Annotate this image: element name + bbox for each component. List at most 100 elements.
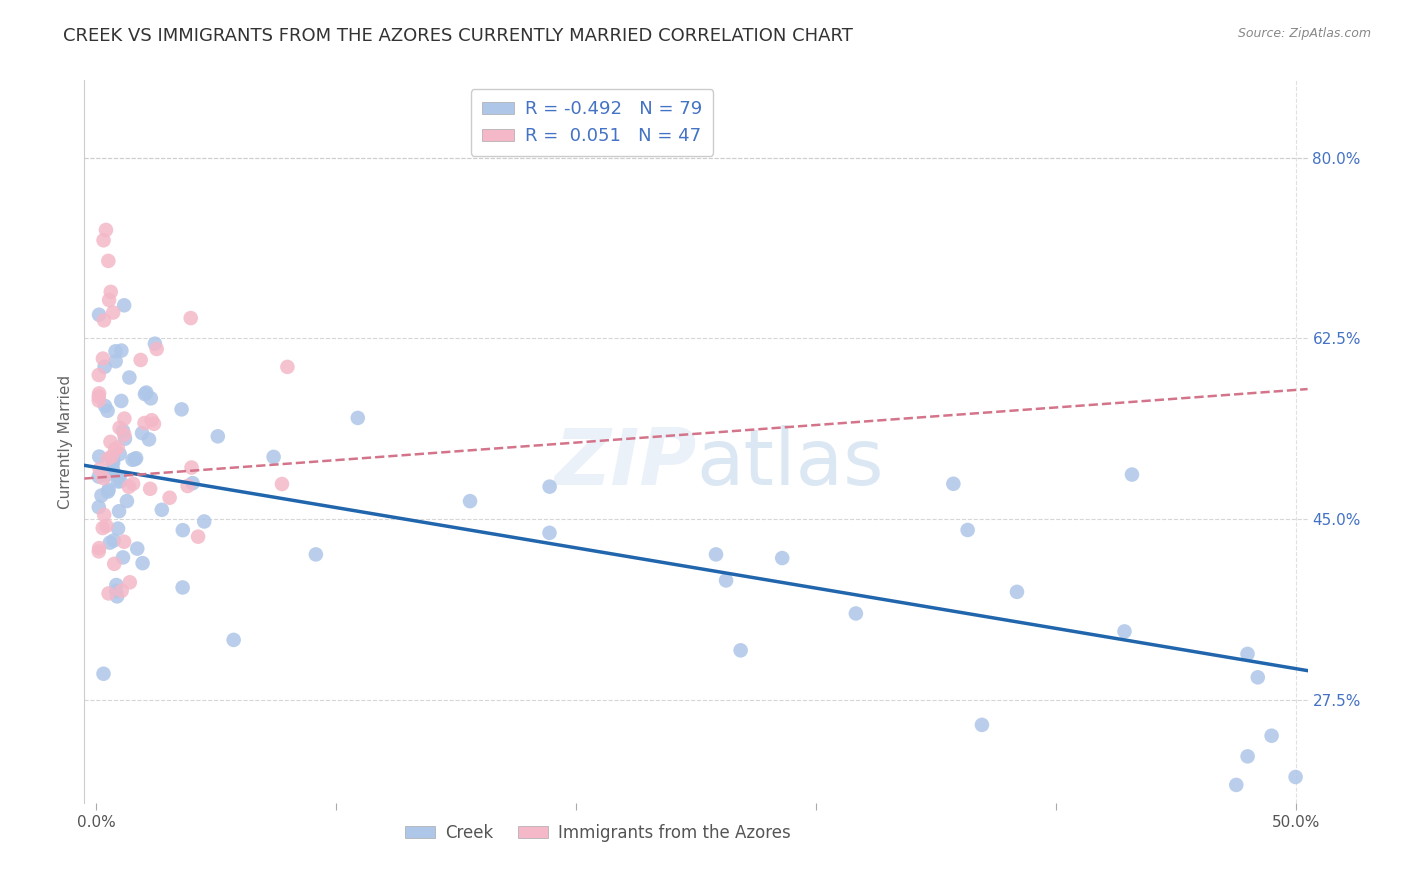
- Point: [93, 471, 115, 485]
- Point: [276, 359, 298, 374]
- Point: [93, 666, 115, 681]
- Point: [114, 432, 136, 446]
- Point: [93, 233, 115, 247]
- Point: [108, 447, 131, 461]
- Point: [187, 530, 209, 544]
- Point: [108, 421, 131, 435]
- Point: [97, 483, 120, 497]
- Point: [122, 476, 145, 491]
- Point: [207, 429, 229, 443]
- Point: [105, 578, 128, 592]
- Point: [87, 500, 110, 515]
- Point: [110, 343, 132, 358]
- Point: [138, 433, 160, 447]
- Point: [143, 336, 166, 351]
- Point: [131, 426, 153, 441]
- Point: [112, 534, 135, 549]
- Point: [538, 525, 561, 540]
- Point: [100, 450, 122, 464]
- Point: [1121, 467, 1143, 482]
- Point: [141, 413, 163, 427]
- Point: [98, 535, 121, 549]
- Point: [159, 491, 181, 505]
- Point: [89, 462, 111, 476]
- Point: [100, 434, 122, 449]
- Point: [111, 550, 134, 565]
- Point: [176, 479, 198, 493]
- Point: [704, 548, 727, 562]
- Point: [101, 462, 124, 476]
- Point: [111, 424, 134, 438]
- Point: [180, 460, 202, 475]
- Point: [271, 477, 294, 491]
- Text: ZIP: ZIP: [554, 425, 696, 501]
- Point: [100, 285, 122, 299]
- Point: [346, 411, 368, 425]
- Point: [714, 574, 737, 588]
- Point: [97, 451, 120, 466]
- Point: [110, 394, 132, 409]
- Point: [112, 298, 135, 312]
- Point: [110, 474, 132, 488]
- Point: [193, 515, 215, 529]
- Point: [93, 359, 115, 374]
- Point: [87, 544, 110, 558]
- Point: [770, 551, 793, 566]
- Point: [845, 607, 868, 621]
- Point: [118, 370, 141, 384]
- Text: CREEK VS IMMIGRANTS FROM THE AZORES CURRENTLY MARRIED CORRELATION CHART: CREEK VS IMMIGRANTS FROM THE AZORES CURR…: [63, 27, 853, 45]
- Point: [97, 586, 120, 600]
- Point: [94, 223, 117, 237]
- Point: [103, 533, 125, 548]
- Point: [1260, 729, 1282, 743]
- Point: [94, 399, 117, 413]
- Point: [87, 368, 110, 382]
- Point: [101, 456, 124, 470]
- Point: [150, 503, 173, 517]
- Point: [181, 476, 204, 491]
- Point: [87, 308, 110, 322]
- Point: [1114, 624, 1136, 639]
- Point: [87, 389, 110, 403]
- Point: [94, 468, 117, 483]
- Point: [101, 305, 124, 319]
- Text: atlas: atlas: [696, 425, 883, 501]
- Point: [942, 476, 965, 491]
- Point: [1236, 647, 1258, 661]
- Point: [125, 451, 148, 466]
- Point: [97, 484, 120, 499]
- Point: [970, 718, 993, 732]
- Point: [172, 523, 194, 537]
- Point: [142, 417, 165, 431]
- Point: [107, 522, 129, 536]
- Point: [134, 387, 156, 401]
- Point: [131, 556, 153, 570]
- Point: [305, 548, 328, 562]
- Point: [91, 521, 114, 535]
- Point: [1236, 749, 1258, 764]
- Point: [129, 353, 152, 368]
- Point: [263, 450, 285, 464]
- Point: [87, 469, 110, 483]
- Point: [101, 453, 124, 467]
- Point: [97, 404, 120, 418]
- Point: [93, 508, 115, 522]
- Point: [180, 311, 202, 326]
- Point: [93, 313, 115, 327]
- Point: [112, 427, 135, 442]
- Point: [124, 452, 146, 467]
- Point: [222, 632, 245, 647]
- Point: [115, 494, 138, 508]
- Point: [87, 393, 110, 408]
- Point: [538, 480, 561, 494]
- Point: [139, 482, 162, 496]
- Point: [134, 416, 156, 430]
- Point: [1284, 770, 1306, 784]
- Point: [97, 253, 120, 268]
- Point: [172, 581, 194, 595]
- Point: [107, 475, 129, 489]
- Point: [89, 541, 111, 555]
- Point: [170, 402, 193, 417]
- Legend: Creek, Immigrants from the Azores: Creek, Immigrants from the Azores: [398, 817, 797, 848]
- Point: [108, 504, 131, 518]
